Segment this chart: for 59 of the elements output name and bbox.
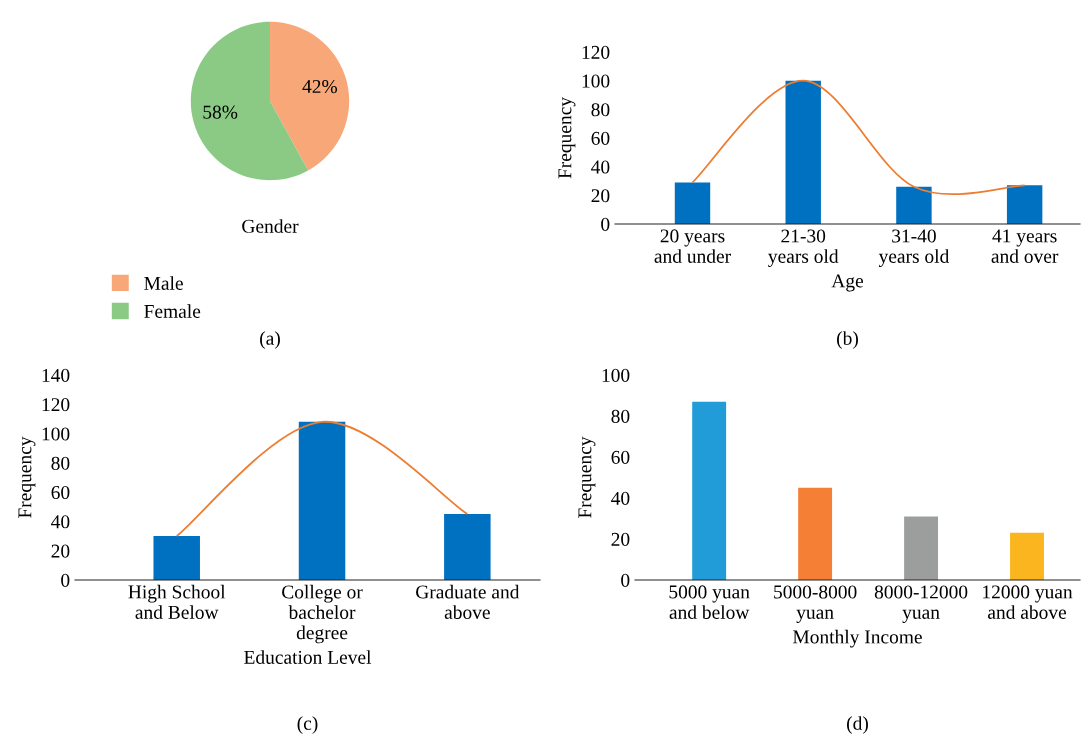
x-axis-title: Education Level	[244, 650, 372, 664]
bar	[798, 487, 833, 580]
pie-slice	[270, 21, 350, 171]
x-tick-label: 41 years and over	[991, 229, 1059, 263]
x-tick-label: 12000 yuan and above	[983, 585, 1073, 619]
y-tick-label: 0	[61, 573, 70, 587]
bar	[444, 514, 491, 580]
bar	[904, 516, 939, 580]
data-label: 58%	[203, 105, 238, 119]
y-tick-label: 40	[611, 491, 630, 505]
x-tick-label: College or bachelor degree	[282, 584, 363, 644]
text: (c)	[297, 716, 318, 734]
y-tick-label: 0	[621, 573, 630, 587]
text: (d)	[847, 716, 868, 734]
y-tick-label: 60	[611, 450, 630, 464]
data-label: 42%	[302, 79, 338, 94]
x-tick-label: 5000-8000 yuan	[774, 585, 857, 623]
legend-label: Female	[144, 304, 201, 318]
y-tick-label: 100	[602, 368, 630, 382]
y-axis-title: Frequency	[578, 436, 596, 518]
bar	[298, 421, 346, 580]
bar	[1006, 185, 1043, 224]
y-tick-label: 140	[42, 368, 70, 382]
y-tick-label: 60	[51, 485, 70, 500]
x-tick-label: 20 years and under	[654, 229, 731, 263]
x-axis-title: Monthly Income	[792, 629, 922, 648]
y-axis-title: Frequency	[18, 436, 36, 518]
y-tick-label: 0	[601, 217, 610, 231]
x-tick-label: 5000 yuan and below	[669, 585, 750, 619]
y-tick-label: 80	[591, 103, 610, 117]
y-tick-label: 120	[582, 45, 610, 59]
y-axis-title: Frequency	[558, 97, 576, 179]
y-tick-label: 40	[51, 515, 70, 529]
text: Gender	[242, 219, 299, 233]
bar	[1010, 532, 1044, 580]
text: (a)	[260, 331, 280, 349]
bar	[785, 80, 821, 224]
y-tick-label: 20	[591, 189, 610, 203]
y-tick-label: 80	[51, 456, 70, 470]
text: (b)	[837, 331, 858, 349]
x-tick-label: 31-40 years old	[878, 229, 950, 267]
y-tick-label: 100	[582, 74, 610, 88]
x-tick-label: High School and Below	[128, 584, 226, 619]
bar	[896, 186, 932, 224]
y-tick-label: 100	[42, 427, 70, 441]
y-tick-label: 120	[42, 398, 70, 412]
legend-label: Male	[144, 276, 183, 290]
y-tick-label: 20	[51, 544, 70, 558]
bar	[692, 401, 727, 580]
y-tick-label: 60	[591, 131, 610, 145]
bar	[674, 182, 711, 224]
x-tick-label: 21-30 years old	[768, 229, 839, 267]
x-tick-label: Graduate and above	[416, 584, 520, 619]
y-tick-label: 20	[611, 532, 630, 546]
x-tick-label: 8000-12000 yuan	[874, 585, 968, 623]
bar	[153, 536, 200, 580]
y-tick-label: 40	[591, 160, 610, 174]
x-axis-title: Age	[831, 274, 864, 292]
y-tick-label: 80	[611, 409, 630, 423]
